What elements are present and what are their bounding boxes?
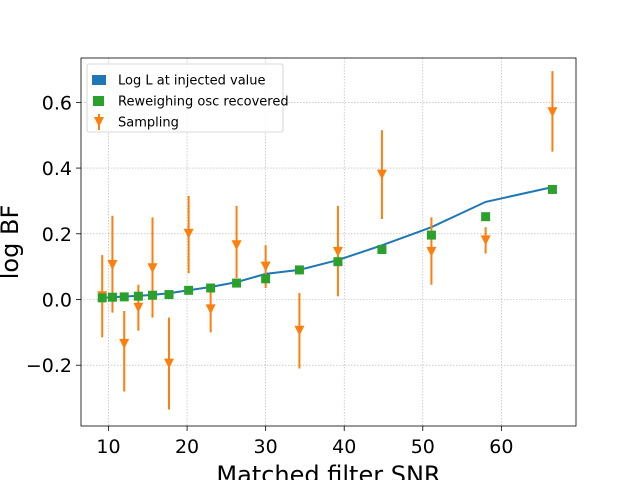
sampling-point <box>107 260 118 270</box>
reweighing-point <box>261 274 271 284</box>
y-tick-label: 0.0 <box>42 290 72 312</box>
sampling-point <box>294 325 305 336</box>
sampling-point <box>426 246 437 257</box>
reweighing-point <box>164 290 174 300</box>
series-line-log-l <box>102 186 553 299</box>
sampling-point <box>183 228 194 239</box>
reweighing-point <box>377 245 387 255</box>
x-tick-label: 20 <box>175 436 199 458</box>
sampling-point <box>480 235 491 246</box>
reweighing-point <box>148 290 157 300</box>
axis-ticks: 10 20 30 40 50 60 −0.2 0.0 0.2 0.4 0.6 <box>26 92 514 458</box>
y-tick-label: 0.2 <box>42 224 72 246</box>
y-tick-label: −0.2 <box>26 355 72 377</box>
x-tick-label: 40 <box>332 436 356 458</box>
x-tick-label: 10 <box>96 436 120 458</box>
reweighing-point <box>426 230 436 240</box>
reweighing-point <box>184 285 194 295</box>
legend: Log L at injected value Reweighing osc re… <box>86 63 289 133</box>
reweighing-point <box>294 265 304 275</box>
legend-box <box>86 63 284 133</box>
legend-handle-square <box>93 96 104 106</box>
y-tick-label: 0.4 <box>42 158 72 180</box>
x-axis-label: Matched filter SNR <box>216 461 440 480</box>
sampling-point <box>119 338 130 349</box>
legend-handle-line <box>92 75 106 85</box>
data-marks <box>97 71 558 410</box>
x-tick-label: 50 <box>411 436 435 458</box>
sampling-point <box>260 261 271 272</box>
reweighing-point <box>133 291 143 301</box>
legend-label: Reweighing osc recovered <box>118 95 289 110</box>
sampling-point <box>231 240 242 251</box>
sampling-point <box>164 358 174 369</box>
reweighing-point <box>232 278 242 288</box>
x-tick-label: 30 <box>254 436 278 458</box>
legend-label: Log L at injected value <box>118 74 266 89</box>
y-tick-label: 0.6 <box>42 92 72 114</box>
reweighing-point <box>206 283 216 293</box>
reweighing-point <box>333 257 343 267</box>
reweighing-point <box>547 184 557 194</box>
sampling-point <box>205 304 216 315</box>
reweighing-point <box>119 292 129 302</box>
reweighing-point <box>481 212 491 222</box>
sampling-point <box>147 263 158 274</box>
reweighing-point <box>97 293 107 303</box>
legend-handle-triangle <box>94 117 104 127</box>
reweighing-point <box>107 292 117 302</box>
y-axis-label: log BF <box>0 205 24 279</box>
sampling-point <box>133 302 144 313</box>
sampling-point <box>547 107 558 118</box>
plot-frame <box>80 57 577 427</box>
x-tick-label: 60 <box>489 436 513 458</box>
sampling-point <box>376 169 387 180</box>
sampling-point <box>332 246 343 257</box>
legend-label: Sampling <box>118 116 179 131</box>
